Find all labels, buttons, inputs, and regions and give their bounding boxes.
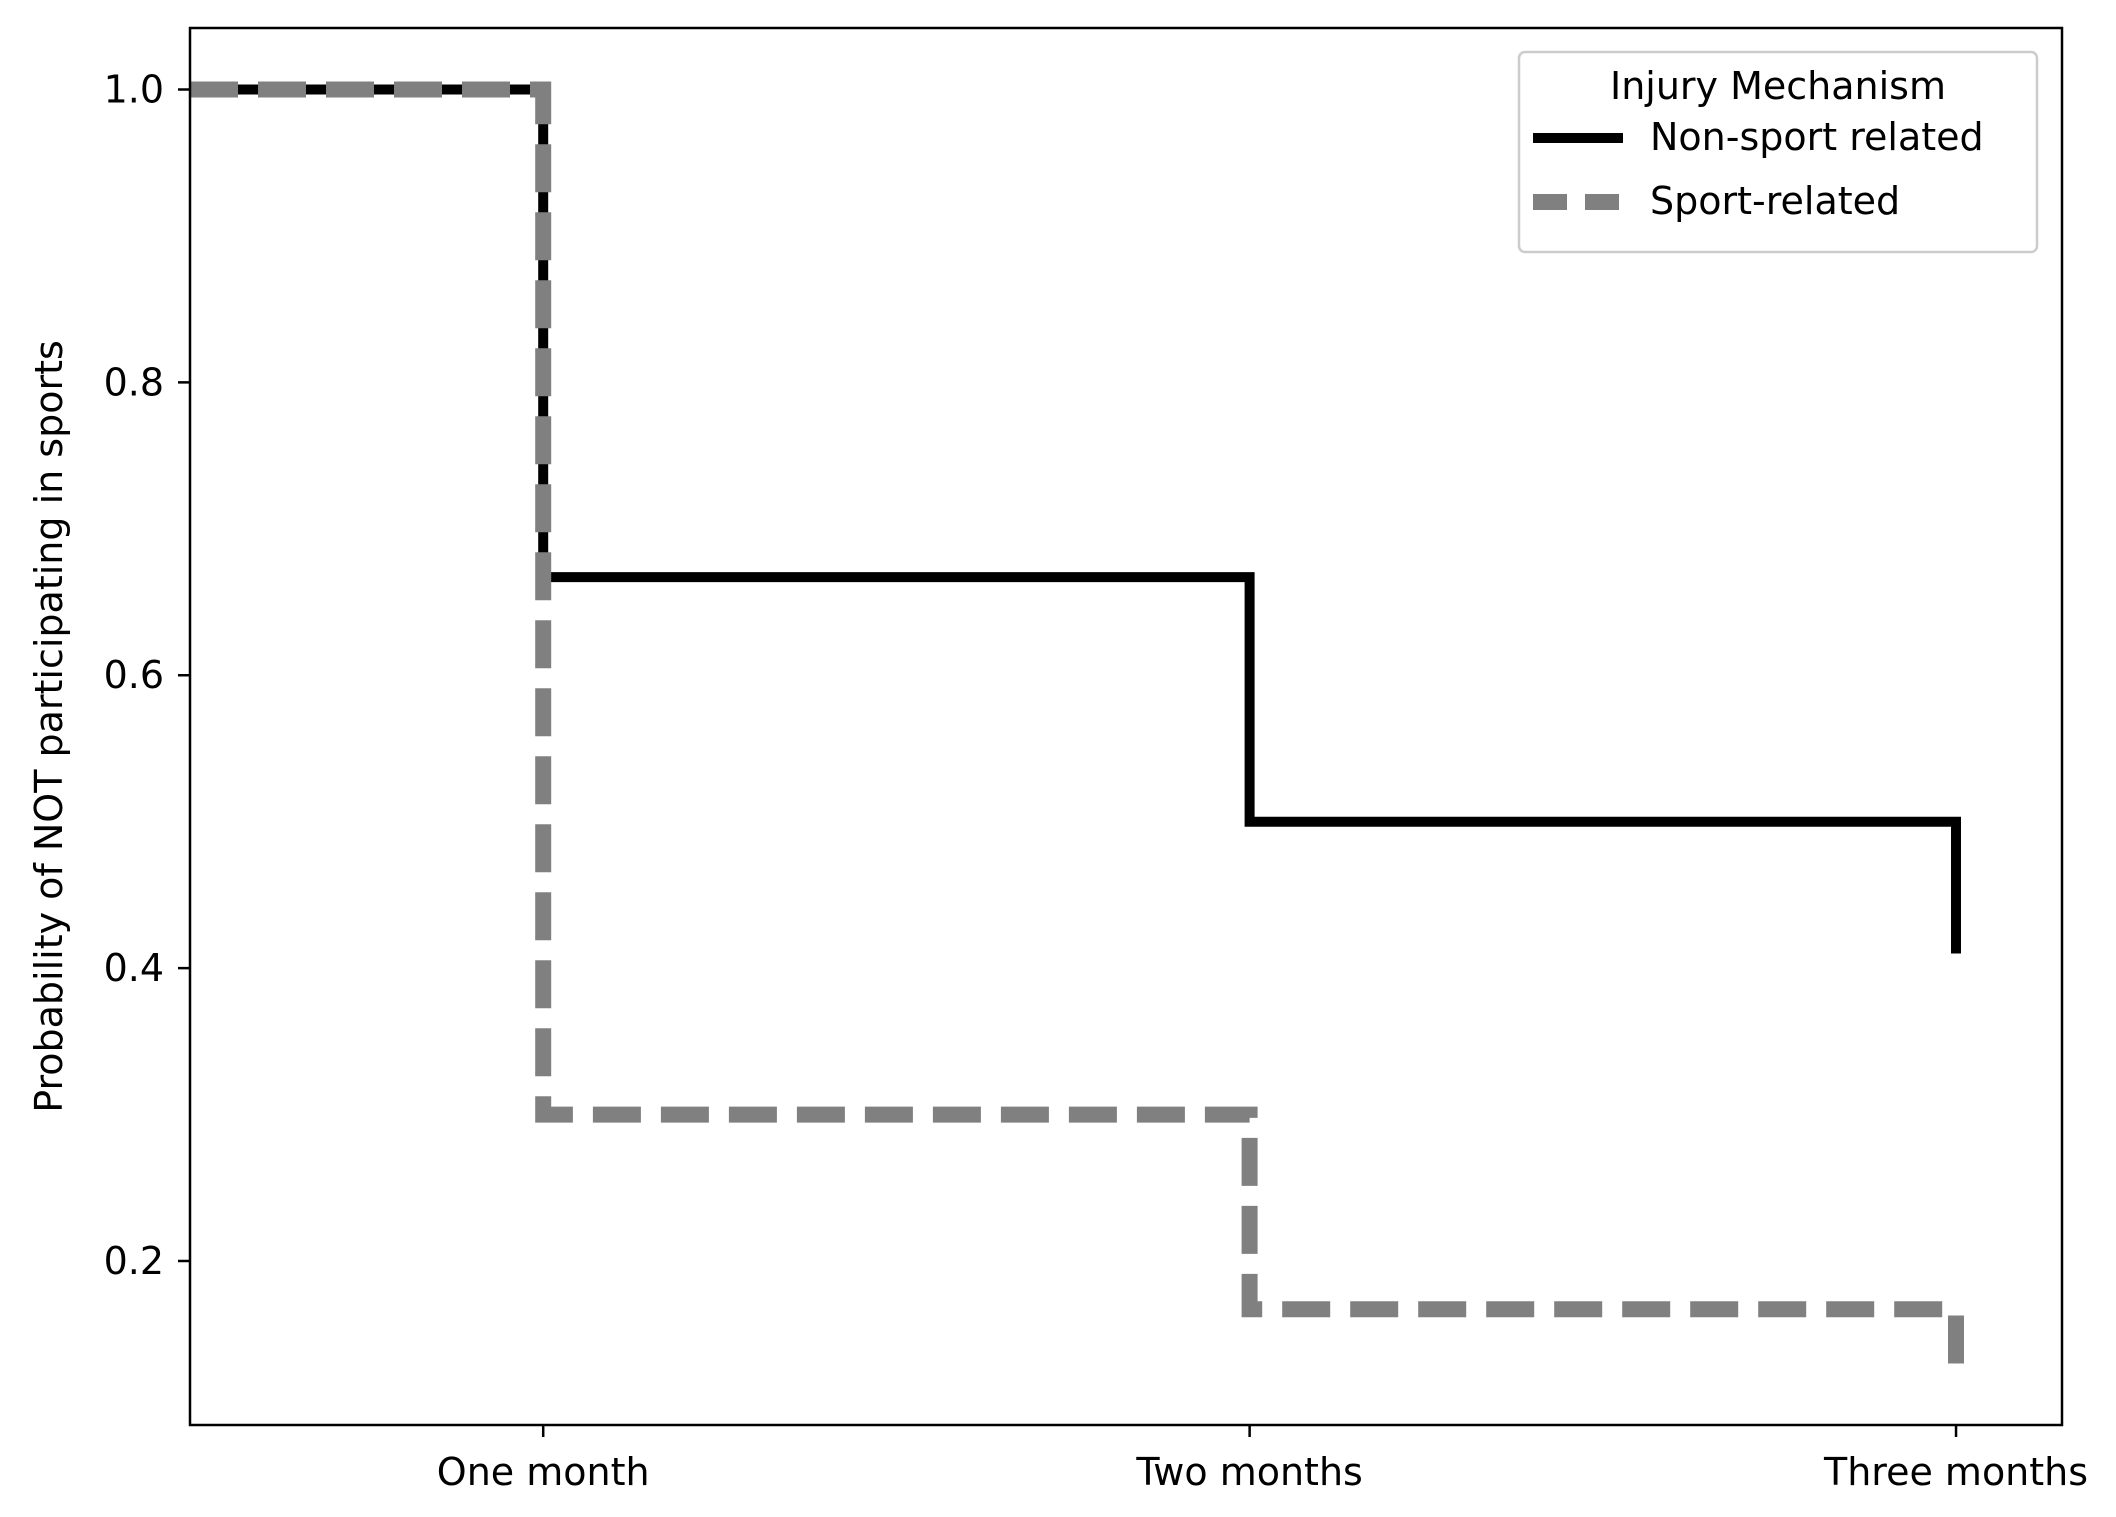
- legend-label-sport-related: Sport-related: [1650, 179, 1900, 223]
- y-tick-label-0.2: 0.2: [104, 1239, 164, 1283]
- y-axis-label: Probability of NOT participating in spor…: [27, 340, 71, 1113]
- series-layer: [190, 81, 1964, 1371]
- series-line-sport-related: [190, 81, 1964, 1371]
- x-tick-label-two-months: Two months: [1135, 1450, 1362, 1494]
- y-tick-label-0.4: 0.4: [104, 946, 164, 990]
- y-tick-label-0.8: 0.8: [104, 360, 164, 404]
- legend-label-non-sport-related: Non-sport related: [1650, 115, 1984, 159]
- y-tick-label-1.0: 1.0: [104, 68, 164, 112]
- x-axis: One month Two months Three months: [437, 1425, 2088, 1494]
- y-axis: 0.2 0.4 0.6 0.8 1.0: [104, 68, 190, 1283]
- x-tick-label-one-month: One month: [437, 1450, 650, 1494]
- legend-box: [1517, 50, 2039, 254]
- legend-title: Injury Mechanism: [1610, 64, 1946, 108]
- x-tick-label-three-months: Three months: [1823, 1450, 2088, 1494]
- y-tick-label-0.6: 0.6: [104, 653, 164, 697]
- legend: Injury Mechanism Non-sport related Sport…: [1517, 50, 2039, 254]
- plot-frame: [188, 26, 2064, 1427]
